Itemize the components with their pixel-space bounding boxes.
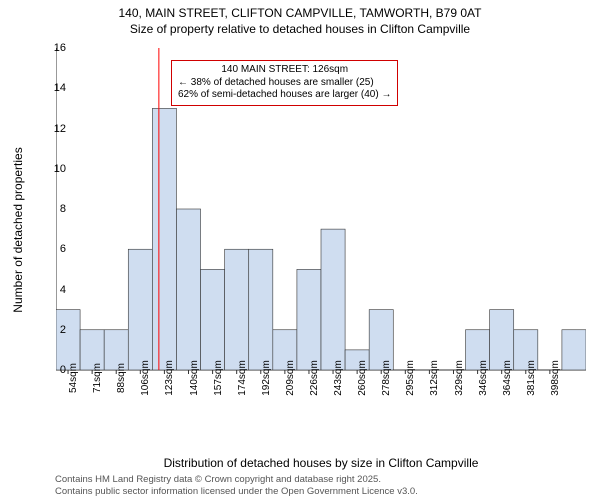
annotation-box: 140 MAIN STREET: 126sqm ← 38% of detache…	[171, 60, 398, 106]
y-tick-label: 0	[60, 364, 66, 376]
y-axis-label: Number of detached properties	[11, 147, 25, 312]
x-tick-label: 106sqm	[140, 360, 151, 396]
chart-container: { "title": { "line1": "140, MAIN STREET,…	[0, 0, 600, 500]
y-tick-label: 12	[54, 123, 66, 135]
x-tick-label: 364sqm	[502, 360, 513, 396]
x-tick-label: 243sqm	[333, 360, 344, 396]
x-tick-label: 329sqm	[454, 360, 465, 396]
footer: Contains HM Land Registry data © Crown c…	[55, 474, 418, 497]
x-tick-label: 226sqm	[309, 360, 320, 396]
x-tick-label: 278sqm	[381, 360, 392, 396]
x-tick-label: 140sqm	[189, 360, 200, 396]
x-tick-label: 381sqm	[526, 360, 537, 396]
annotation-line1: ← 38% of detached houses are smaller (25…	[178, 77, 391, 90]
x-tick-label: 260sqm	[357, 360, 368, 396]
x-tick-label: 192sqm	[261, 360, 272, 396]
x-tick-label: 157sqm	[213, 360, 224, 396]
y-tick-label: 14	[54, 82, 66, 94]
x-tick-label: 312sqm	[429, 360, 440, 396]
x-tick-label: 174sqm	[237, 360, 248, 396]
footer-line1: Contains HM Land Registry data © Crown c…	[55, 474, 418, 485]
x-tick-label: 71sqm	[92, 363, 103, 393]
title-line1: 140, MAIN STREET, CLIFTON CAMPVILLE, TAM…	[0, 6, 600, 22]
footer-line2: Contains public sector information licen…	[55, 486, 418, 497]
x-tick-label: 54sqm	[68, 363, 79, 393]
chart-title: 140, MAIN STREET, CLIFTON CAMPVILLE, TAM…	[0, 0, 600, 37]
x-tick-label: 398sqm	[550, 360, 561, 396]
x-tick-label: 123sqm	[164, 360, 175, 396]
annotation-title: 140 MAIN STREET: 126sqm	[178, 64, 391, 77]
y-tick-label: 16	[54, 42, 66, 54]
y-tick-label: 2	[60, 324, 66, 336]
x-tick-label: 295sqm	[405, 360, 416, 396]
x-axis-label: Distribution of detached houses by size …	[56, 456, 586, 470]
y-tick-label: 10	[54, 163, 66, 175]
y-tick-label: 4	[60, 284, 66, 296]
x-tick-label: 346sqm	[478, 360, 489, 396]
x-tick-label: 88sqm	[116, 363, 127, 393]
y-tick-label: 6	[60, 243, 66, 255]
annotation-line2: 62% of semi-detached houses are larger (…	[178, 89, 391, 102]
x-tick-label: 209sqm	[285, 360, 296, 396]
title-line2: Size of property relative to detached ho…	[0, 22, 600, 38]
y-tick-label: 8	[60, 203, 66, 215]
